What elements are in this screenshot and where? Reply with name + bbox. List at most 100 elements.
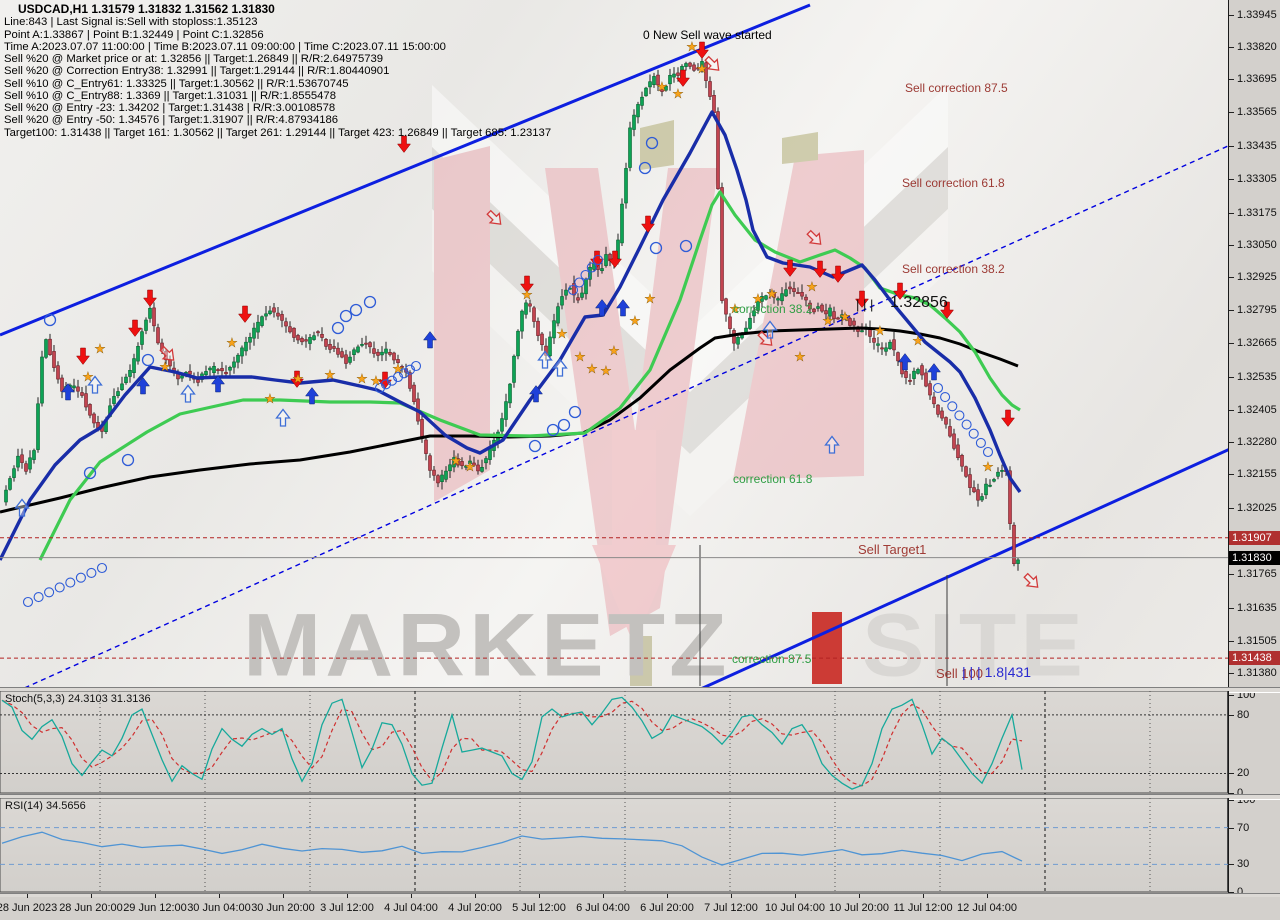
time-axis-tick — [27, 894, 28, 898]
hollow-buy-arrow-icon — [824, 435, 840, 454]
circle-chain-icon — [586, 262, 597, 273]
watermark-left-word: MARKETZ — [243, 594, 731, 695]
correction-382: correction 38.2 — [733, 302, 813, 316]
hollow-sell-arrow-icon — [806, 229, 822, 245]
price-tag-bars: | | | — [856, 297, 874, 312]
hollow-buy-arrow-icon — [275, 408, 291, 427]
time-axis-label: 10 Jul 20:00 — [829, 902, 889, 914]
info-line-9: Sell %20 @ Entry -50: 1.34576 | Target:1… — [4, 114, 339, 127]
signal-circle-icon — [363, 295, 377, 309]
buy-signal-arrow-icon — [60, 383, 76, 401]
signal-circle-icon — [339, 309, 353, 323]
rsi-scale-tick — [1229, 827, 1234, 829]
circle-chain-icon — [374, 382, 386, 394]
time-axis-label: 5 Jul 12:00 — [512, 902, 566, 914]
rsi-scale-tick — [1229, 892, 1234, 893]
circle-chain-icon — [961, 419, 972, 430]
signal-circle-icon — [568, 405, 582, 419]
price-axis-tick — [1229, 442, 1234, 444]
star-signal-icon: ★ — [82, 369, 94, 384]
signal-circle-icon — [557, 418, 571, 432]
stoch-scale-tick — [1229, 695, 1234, 697]
price-axis-label: 1.31635 — [1237, 601, 1277, 614]
price-axis-label: 1.33175 — [1237, 206, 1277, 219]
price-axis-label: 1.32025 — [1237, 501, 1277, 514]
price-axis-label: 1.33695 — [1237, 73, 1277, 86]
info-line-0: USDCAD,H1 1.31579 1.31832 1.31562 1.3183… — [18, 2, 275, 16]
sell-100-label: Sell 100 — [936, 666, 983, 681]
star-signal-icon: ★ — [696, 61, 708, 76]
signal-circle-icon — [83, 466, 97, 480]
circle-chain-icon — [392, 371, 404, 383]
sell-signal-arrow-icon — [289, 370, 305, 388]
circle-chain-icon — [567, 284, 579, 296]
price-axis-tick — [1229, 212, 1234, 214]
sell-signal-arrow-icon — [75, 347, 91, 365]
price-axis-label: 1.32665 — [1237, 337, 1277, 350]
stochastic-plot — [0, 691, 1228, 794]
circle-chain-icon — [580, 269, 591, 281]
sell-signal-arrow-icon — [640, 215, 656, 233]
star-signal-icon: ★ — [521, 287, 533, 302]
time-axis-label: 28 Jun 20:00 — [59, 902, 123, 914]
info-line-1: Line:843 | Last Signal is:Sell with stop… — [4, 16, 258, 29]
signal-circle-icon — [649, 241, 663, 255]
hollow-buy-arrow-icon — [552, 358, 568, 377]
point-c-price-label: 1.32856 — [890, 294, 948, 311]
circle-chain-icon — [65, 577, 76, 588]
stochastic-panel[interactable]: Stoch(5,3,3) 24.3103 31.3136 — [0, 691, 1229, 794]
time-axis[interactable]: 28 Jun 2023 28 Jun 20:00 29 Jun 12:00 30 Ju… — [0, 894, 1280, 920]
rsi-scale-tick — [1229, 864, 1234, 866]
circle-chain-icon — [592, 254, 604, 266]
circle-chain-icon — [75, 572, 86, 583]
circle-chain-icon — [947, 401, 958, 412]
sell-signal-arrow-icon — [830, 265, 846, 283]
signal-circle-icon — [528, 439, 542, 453]
rsi-scale-tick — [1229, 800, 1234, 801]
star-signal-icon: ★ — [586, 361, 598, 376]
star-signal-icon: ★ — [982, 459, 994, 474]
star-signal-icon: ★ — [874, 323, 886, 338]
price-axis-label: 1.32155 — [1237, 468, 1277, 481]
circle-chain-icon — [410, 360, 422, 372]
circle-chain-icon — [954, 410, 965, 421]
circle-chain-icon — [398, 368, 410, 379]
circle-chain-icon — [932, 382, 944, 394]
buy-signal-arrow-icon — [210, 375, 226, 393]
time-axis-tick — [91, 894, 92, 898]
buy-signal-arrow-icon — [422, 331, 438, 349]
time-axis-label: 29 Jun 12:00 — [123, 902, 187, 914]
sell-signal-arrow-icon — [1000, 409, 1016, 427]
stoch-scale-80: 80 — [1237, 708, 1250, 721]
hollow-buy-arrow-icon — [87, 375, 103, 394]
sell-signal-arrow-icon — [694, 41, 710, 59]
price-badge-1.31438: 1.31438 — [1229, 651, 1280, 666]
time-axis-tick — [219, 894, 220, 898]
star-signal-icon: ★ — [629, 313, 641, 328]
star-signal-icon: ★ — [729, 301, 741, 316]
rsi-scale-0: 0 — [1237, 886, 1244, 898]
sell-signal-arrow-icon — [854, 290, 870, 308]
price-axis-tick — [1229, 672, 1234, 674]
rsi-scale-70: 70 — [1237, 821, 1250, 834]
rsi-panel[interactable]: RSI(14) 34.5656 — [0, 798, 1229, 893]
price-axis[interactable]: 1.33945 1.33820 1.33695 1.33565 1.33435 1.333… — [1229, 0, 1280, 898]
logo-khaki-accent-2 — [782, 132, 818, 164]
price-axis-label: 1.32405 — [1237, 404, 1277, 417]
sell-correction-875: Sell correction 87.5 — [905, 81, 1008, 95]
star-signal-icon: ★ — [264, 391, 276, 406]
price-axis-label: 1.33305 — [1237, 173, 1277, 186]
watermark-red-block — [812, 612, 842, 684]
new-sell-wave-label: 0 New Sell wave started — [643, 28, 772, 42]
main-chart-panel[interactable]: MARKETZ SITE ★ ★ ★ ★ ★ ★ ★ ★ ★ ★ ★ ★ ★ ★ ★ ★ ★ ★ ★ ★ ★ ★ ★ ★ ★ ★ ★… — [0, 0, 1229, 695]
time-axis-tick — [603, 894, 604, 898]
price-axis-tick — [1229, 79, 1234, 81]
star-signal-icon: ★ — [608, 343, 620, 358]
price-axis-tick — [1229, 376, 1234, 378]
price-badge-1.31907: 1.31907 — [1229, 530, 1280, 545]
time-axis-label: 6 Jul 04:00 — [576, 902, 630, 914]
price-plot[interactable] — [0, 0, 1228, 687]
signal-circle-icon — [546, 423, 560, 437]
price-badge-1.31830: 1.31830 — [1229, 550, 1280, 565]
